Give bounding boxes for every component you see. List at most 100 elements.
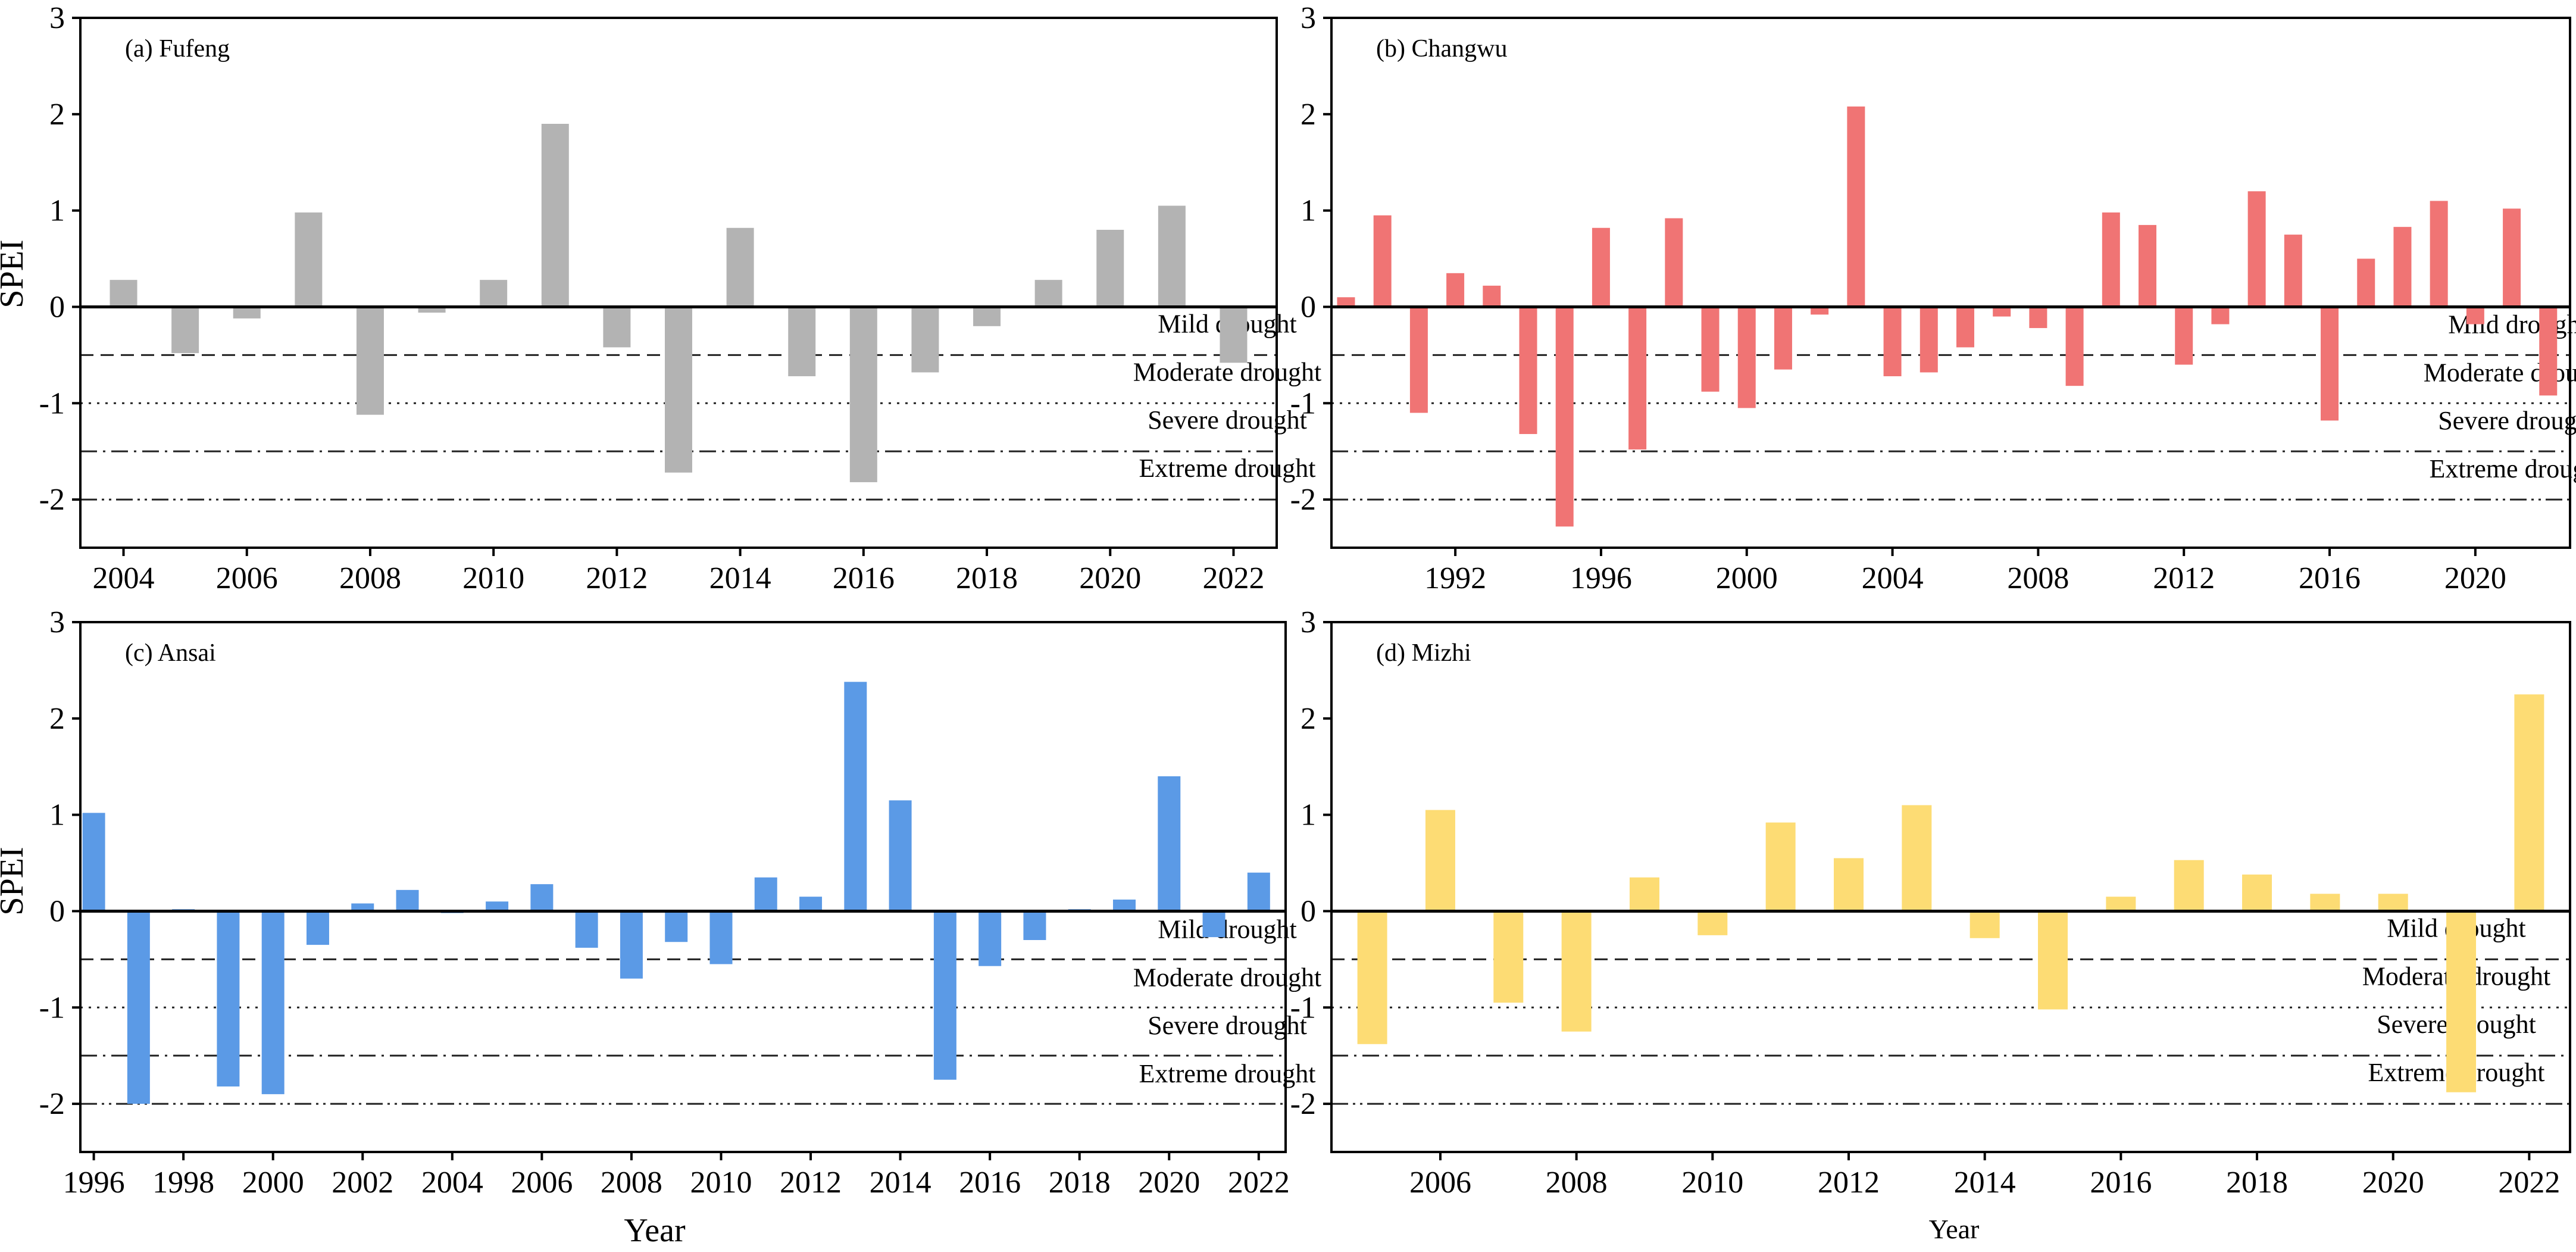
fufeng-bar-2021 — [1158, 205, 1186, 307]
fufeng-bar-2009 — [418, 307, 446, 313]
ansai-threshold-label-0: Mild drought — [1158, 914, 1296, 944]
changwu-bar-1998 — [1665, 218, 1683, 307]
fufeng-threshold-label-2: Severe drought — [1148, 405, 1307, 435]
ansai-bar-2012 — [799, 897, 823, 911]
changwu-bar-2006 — [1956, 307, 1974, 348]
ansai-threshold-label-1: Moderate drought — [1133, 963, 1321, 992]
mizhi-xtick-label-2022: 2022 — [2498, 1166, 2560, 1200]
changwu-ytick-label-1: 1 — [1300, 194, 1316, 228]
changwu-ytick-label-3: 3 — [1300, 1, 1316, 35]
changwu-panel-title: (b) Changwu — [1376, 35, 1507, 63]
ansai-threshold-label-3: Extreme drought — [1139, 1059, 1316, 1088]
changwu-bar-1997 — [1628, 307, 1647, 449]
changwu-bar-2014 — [2247, 191, 2266, 307]
ansai-bar-2019 — [1112, 900, 1136, 911]
ansai-xtick-label-2012: 2012 — [780, 1166, 842, 1200]
ansai-bar-2016 — [978, 911, 1002, 966]
changwu-bar-1992 — [1446, 273, 1465, 307]
changwu-threshold-label-2: Severe drought — [2438, 406, 2576, 435]
y-axis-title-top: SPEI — [0, 239, 30, 308]
changwu-ytick-label-0: 0 — [1300, 290, 1316, 324]
mizhi-bar-2005 — [1357, 911, 1387, 1044]
x-axis-title-left: Year — [624, 1212, 686, 1249]
mizhi-bar-2020 — [2378, 894, 2408, 911]
changwu-plot-frame — [1330, 17, 2571, 549]
fufeng-xtick-label-2022: 2022 — [1202, 561, 1264, 595]
changwu-bar-2020 — [2466, 307, 2484, 324]
fufeng-bar-2019 — [1034, 280, 1062, 307]
ansai-bar-2002 — [351, 903, 374, 911]
changwu-bar-1999 — [1701, 307, 1720, 392]
fufeng-xtick-label-2004: 2004 — [93, 561, 155, 595]
mizhi-ytick-label-1: 1 — [1300, 798, 1316, 832]
changwu-bar-2010 — [2102, 212, 2120, 307]
ansai-bar-2008 — [620, 911, 643, 979]
fufeng-xtick-label-2018: 2018 — [956, 561, 1018, 595]
mizhi-bar-2022 — [2514, 694, 2544, 911]
ansai-xtick-label-2018: 2018 — [1049, 1166, 1111, 1200]
fufeng-bar-2007 — [295, 212, 323, 307]
changwu-bar-2008 — [2029, 307, 2047, 329]
changwu-bar-2002 — [1811, 307, 1829, 315]
changwu-bar-1995 — [1555, 307, 1574, 527]
fufeng-bar-2020 — [1096, 230, 1124, 307]
ansai-bar-2013 — [844, 682, 867, 911]
mizhi-plot-frame — [1330, 621, 2571, 1153]
ansai-bar-2020 — [1158, 776, 1181, 911]
mizhi-bar-2014 — [1969, 911, 2000, 938]
ansai-threshold-label-2: Severe drought — [1148, 1011, 1307, 1040]
changwu-bar-2000 — [1737, 307, 1756, 408]
mizhi-ytick-label-0: 0 — [1300, 894, 1316, 928]
changwu-xtick-label-1996: 1996 — [1570, 561, 1632, 595]
ansai-bar-2015 — [933, 911, 956, 1080]
fufeng-bar-2005 — [171, 307, 199, 354]
ansai-xtick-label-2000: 2000 — [242, 1166, 304, 1200]
fufeng-ytick-label-3: 3 — [49, 1, 65, 35]
ansai-bar-2009 — [665, 911, 688, 942]
changwu-threshold-label-3: Extreme drought — [2430, 454, 2576, 483]
ansai-bar-2003 — [396, 889, 419, 911]
changwu-bar-2011 — [2139, 224, 2157, 307]
changwu-xtick-label-2004: 2004 — [1862, 561, 1924, 595]
ansai-bar-2007 — [575, 911, 598, 948]
mizhi-bar-2008 — [1561, 911, 1592, 1032]
changwu-bar-2022 — [2539, 307, 2558, 396]
fufeng-bar-2016 — [849, 307, 877, 482]
ansai-ytick-label-0: 0 — [49, 894, 65, 928]
mizhi-bar-2018 — [2242, 874, 2272, 911]
mizhi-bar-2009 — [1629, 877, 1659, 911]
ansai-bar-2022 — [1247, 872, 1270, 911]
mizhi-ytick-label--2: -2 — [1290, 1087, 1316, 1121]
changwu-xtick-label-2020: 2020 — [2444, 561, 2506, 595]
changwu-xtick-label-2008: 2008 — [2007, 561, 2069, 595]
mizhi-xtick-label-2010: 2010 — [1681, 1166, 1743, 1200]
mizhi-bar-2012 — [1833, 858, 1864, 911]
ansai-bar-2001 — [306, 911, 329, 945]
fufeng-bar-2006 — [233, 307, 261, 319]
ansai-xtick-label-2016: 2016 — [959, 1166, 1021, 1200]
ansai-xtick-label-2002: 2002 — [332, 1166, 393, 1200]
changwu-bar-2001 — [1774, 307, 1792, 370]
fufeng-bar-2018 — [973, 307, 1001, 326]
changwu-bar-2019 — [2430, 201, 2448, 307]
mizhi-bar-2021 — [2446, 911, 2477, 1092]
mizhi-xtick-label-2008: 2008 — [1546, 1166, 1608, 1200]
ansai-xtick-label-2004: 2004 — [421, 1166, 483, 1200]
changwu-ytick-label--1: -1 — [1290, 386, 1316, 420]
changwu-bar-1990 — [1373, 215, 1392, 307]
fufeng-bar-2013 — [665, 307, 692, 473]
mizhi-panel-title: (d) Mizhi — [1376, 639, 1471, 667]
mizhi-bar-2007 — [1493, 911, 1524, 1003]
fufeng-plot-frame — [79, 17, 1278, 549]
mizhi-bar-2019 — [2310, 894, 2340, 911]
ansai-bar-2000 — [261, 911, 285, 1094]
changwu-bar-2015 — [2284, 235, 2302, 307]
changwu-xtick-label-2000: 2000 — [1716, 561, 1778, 595]
ansai-bar-2006 — [530, 884, 554, 911]
mizhi-xtick-label-2018: 2018 — [2226, 1166, 2288, 1200]
fufeng-ytick-label-2: 2 — [49, 98, 65, 132]
fufeng-xtick-label-2016: 2016 — [833, 561, 895, 595]
fufeng-xtick-label-2014: 2014 — [709, 561, 771, 595]
